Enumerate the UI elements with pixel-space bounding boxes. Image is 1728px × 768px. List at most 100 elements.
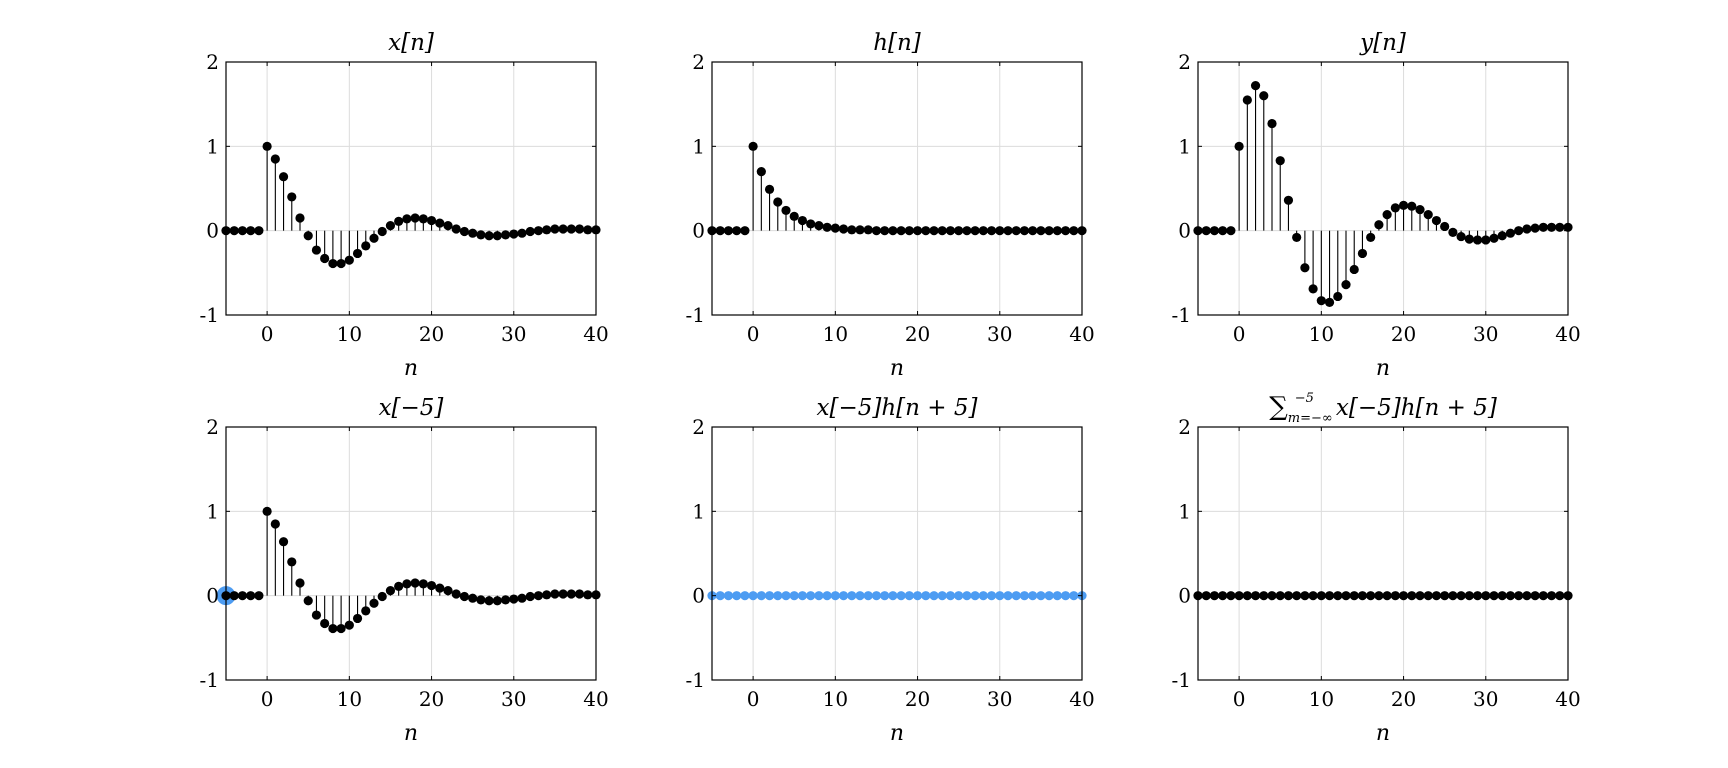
stem-marker xyxy=(896,591,906,601)
stem-marker xyxy=(1366,232,1376,243)
x-tick-label: 0 xyxy=(261,687,274,711)
stem-marker xyxy=(756,167,766,177)
title-expression: x[−5]h[n + 5] xyxy=(1336,395,1497,421)
x-tick-label: 40 xyxy=(1069,322,1094,346)
stem-marker xyxy=(426,215,437,226)
stem-marker xyxy=(847,591,857,601)
stem-marker xyxy=(566,589,576,599)
stem-marker xyxy=(723,226,734,236)
stem-marker xyxy=(270,519,280,529)
stem-marker xyxy=(830,591,840,601)
stem-marker xyxy=(1069,591,1079,601)
stem-marker xyxy=(1366,591,1376,601)
stem-marker xyxy=(246,226,256,236)
stem-marker xyxy=(566,224,576,234)
stem-marker xyxy=(863,225,873,235)
stem-marker xyxy=(377,591,387,602)
plot-area xyxy=(226,427,596,680)
stem-marker xyxy=(246,591,256,601)
stem-marker xyxy=(1201,226,1211,236)
stem-marker xyxy=(1522,224,1532,234)
stem-marker xyxy=(1431,591,1442,601)
stem-marker xyxy=(1431,215,1442,226)
y-tick-label: 0 xyxy=(692,219,705,243)
stem-marker xyxy=(764,591,775,601)
x-tick-label: 40 xyxy=(1555,687,1580,711)
stem-marker xyxy=(1283,195,1294,205)
x-tick-label: 20 xyxy=(905,687,930,711)
stem-marker xyxy=(369,598,379,608)
x-tick-label: 20 xyxy=(419,322,444,346)
x-tick-label: 10 xyxy=(1309,687,1334,711)
stem-marker xyxy=(1028,226,1038,236)
stem-marker xyxy=(748,141,758,151)
stem-marker xyxy=(1472,235,1483,245)
stem-marker xyxy=(937,226,947,236)
stem-marker xyxy=(1333,591,1343,601)
stem-marker xyxy=(583,590,593,600)
stem-marker xyxy=(847,225,857,235)
x-tick-label: 30 xyxy=(1473,687,1498,711)
stem-marker xyxy=(1267,591,1277,601)
stem-marker xyxy=(937,591,947,601)
stem-marker xyxy=(295,213,305,223)
y-tick-label: 0 xyxy=(692,584,705,608)
stem-marker xyxy=(764,184,775,194)
stem-marker xyxy=(1374,591,1384,601)
stem-marker xyxy=(550,589,560,599)
stem-marker xyxy=(418,579,428,589)
stem-marker xyxy=(855,591,865,601)
sum-lower-limit: m=−∞ xyxy=(1288,411,1333,426)
stem-marker xyxy=(278,172,289,182)
stem-marker xyxy=(1333,291,1343,302)
plot-area xyxy=(1198,427,1568,680)
stem-marker xyxy=(789,591,799,601)
x-tick-label: 30 xyxy=(987,687,1012,711)
x-tick-label: 10 xyxy=(823,687,848,711)
stem-marker xyxy=(509,229,519,239)
stem-marker xyxy=(1407,201,1417,211)
stem-marker xyxy=(789,211,799,221)
stem-marker xyxy=(1226,591,1236,601)
stem-marker xyxy=(369,233,379,243)
y-tick-label: 2 xyxy=(692,415,705,439)
stem-marker xyxy=(542,590,552,600)
stem-marker xyxy=(1382,591,1392,601)
stem-marker xyxy=(806,219,816,229)
stem-marker xyxy=(361,241,371,251)
stem-marker xyxy=(912,591,923,601)
stem-marker xyxy=(1538,591,1548,601)
stem-marker xyxy=(451,224,461,234)
stem-marker xyxy=(1324,591,1335,601)
stem-marker xyxy=(814,221,824,231)
y-tick-label: 1 xyxy=(206,134,219,158)
stem-marker xyxy=(1316,591,1326,601)
stem-marker xyxy=(1275,156,1285,166)
stem-marker xyxy=(278,537,289,547)
stem-marker xyxy=(1505,591,1516,601)
stem-marker xyxy=(385,221,396,231)
stem-marker xyxy=(254,226,264,236)
x-axis-label: n xyxy=(890,356,904,381)
stem-marker xyxy=(517,228,527,238)
x-axis-label: n xyxy=(404,356,418,381)
stem-marker xyxy=(451,589,461,599)
stem-marker xyxy=(1036,226,1046,236)
stem-marker xyxy=(1382,210,1392,220)
y-tick-label: -1 xyxy=(200,303,219,327)
stem-marker xyxy=(1349,591,1359,601)
stem-marker xyxy=(509,594,519,604)
stem-marker xyxy=(1530,591,1540,601)
stem-marker xyxy=(986,591,997,601)
stem-marker xyxy=(583,225,593,235)
stem-marker xyxy=(954,226,964,236)
stem-marker xyxy=(830,223,840,233)
y-tick-label: -1 xyxy=(686,668,705,692)
stem-marker xyxy=(1497,231,1507,241)
stem-marker xyxy=(1226,226,1236,236)
y-tick-label: 2 xyxy=(1178,50,1191,74)
y-tick-label: -1 xyxy=(686,303,705,327)
x-tick-label: 40 xyxy=(1555,322,1580,346)
y-tick-label: 0 xyxy=(1178,219,1191,243)
